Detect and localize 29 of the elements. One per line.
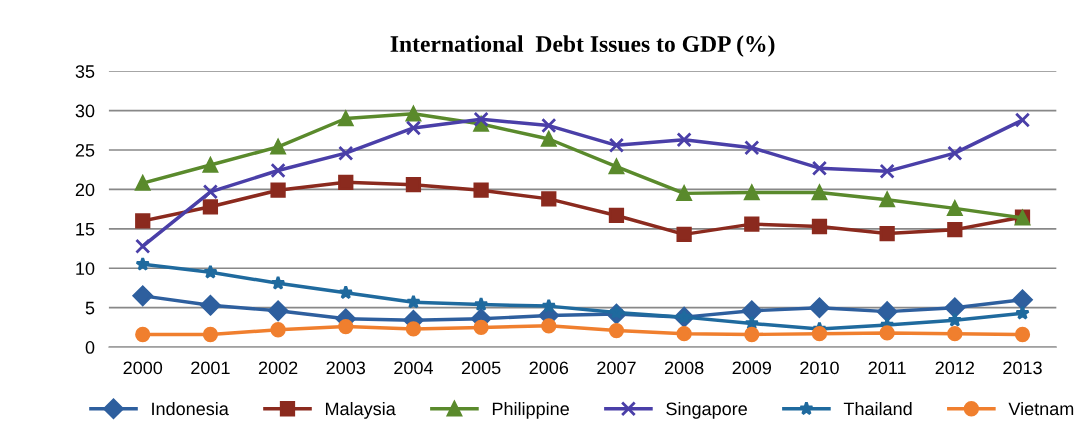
- x-tick-label: 2010: [800, 361, 839, 375]
- x-tick-label: 2000: [123, 361, 163, 375]
- y-tick-label: 20: [75, 183, 95, 197]
- chart-title: International Debt Issues to GDP (%): [390, 35, 775, 57]
- x-tick-label: 2011: [868, 361, 906, 375]
- legend-label: Singapore: [666, 401, 747, 419]
- y-tick-label: 15: [76, 222, 95, 236]
- y-tick-label: 0: [85, 341, 95, 354]
- x-tick-label: 2012: [935, 361, 974, 375]
- x-tick-label: 2009: [732, 361, 772, 375]
- x-tick-label: 2013: [1003, 361, 1042, 375]
- x-tick-label: 2003: [326, 361, 366, 375]
- x-tick-label: 2008: [664, 361, 704, 375]
- y-tick-label: 25: [75, 143, 95, 157]
- x-tick-label: 2004: [394, 361, 433, 375]
- y-tick-label: 30: [75, 104, 95, 118]
- legend-label: Malaysia: [325, 401, 396, 419]
- y-tick-label: 35: [75, 65, 95, 78]
- x-tick-label: 2001: [191, 361, 230, 375]
- x-tick-label: 2006: [529, 361, 569, 375]
- legend-label: Thailand: [843, 401, 912, 416]
- x-tick-label: 2002: [258, 361, 298, 375]
- legend-label: Philippine: [492, 401, 569, 419]
- y-tick-label: 10: [76, 262, 95, 275]
- x-tick-label: 2007: [597, 361, 636, 375]
- x-tick-label: 2005: [461, 361, 501, 375]
- legend-label: Indonesia: [152, 401, 229, 416]
- y-tick-label: 5: [85, 301, 95, 315]
- legend-label: Vietnam: [1008, 401, 1074, 416]
